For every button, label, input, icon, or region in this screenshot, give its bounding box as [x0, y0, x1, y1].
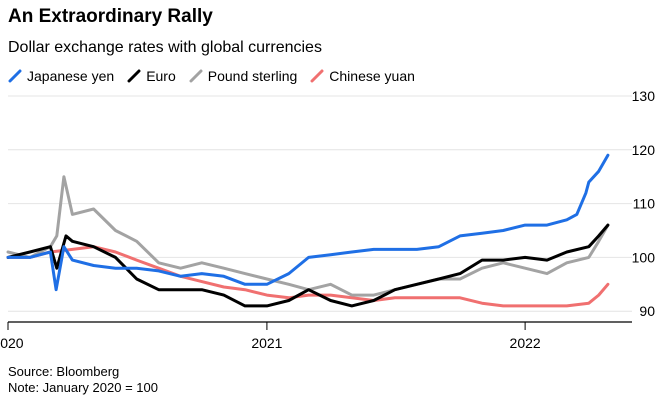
- series-line-pound-sterling: [6, 175, 610, 297]
- legend-label: Japanese yen: [27, 68, 115, 84]
- x-axis: 2020 2021 2022: [0, 321, 632, 351]
- index-note: Note: January 2020 = 100: [8, 380, 158, 395]
- chart-title: An Extraordinary Rally: [8, 6, 213, 27]
- legend-label: Chinese yuan: [329, 68, 415, 84]
- y-axis: 90 100 110 120 130: [632, 88, 656, 319]
- legend-swatch-icon: [127, 69, 141, 83]
- legend: Japanese yen Euro Pound sterling Chinese yu…: [8, 68, 415, 84]
- y-tick-label: 90: [639, 303, 655, 319]
- chart-subtitle: Dollar exchange rates with global curren…: [8, 39, 322, 56]
- series-line-japanese-yen: [6, 153, 610, 292]
- x-tick-label: 2020: [0, 335, 24, 351]
- series-lines: [6, 153, 610, 308]
- source-note: Source: Bloomberg: [8, 364, 120, 379]
- legend-label: Euro: [146, 68, 176, 84]
- y-tick-label: 100: [632, 249, 656, 265]
- series-line-euro: [6, 223, 610, 308]
- legend-item-euro: Euro: [127, 68, 176, 84]
- legend-swatch-icon: [189, 69, 203, 83]
- x-tick-label: 2021: [251, 335, 282, 351]
- y-tick-label: 120: [632, 142, 656, 158]
- legend-swatch-icon: [8, 69, 22, 83]
- legend-item-pound-sterling: Pound sterling: [189, 68, 298, 84]
- gridlines: [8, 95, 632, 312]
- legend-swatch-icon: [310, 69, 324, 83]
- x-tick-label: 2022: [510, 335, 541, 351]
- footer: Source: Bloomberg Note: January 2020 = 1…: [8, 364, 158, 396]
- y-tick-label: 130: [632, 88, 656, 104]
- series-line-chinese-yuan: [6, 245, 610, 308]
- y-tick-label: 110: [633, 196, 656, 212]
- legend-label: Pound sterling: [207, 68, 298, 84]
- legend-item-chinese-yuan: Chinese yuan: [310, 68, 415, 84]
- legend-item-japanese-yen: Japanese yen: [8, 68, 114, 84]
